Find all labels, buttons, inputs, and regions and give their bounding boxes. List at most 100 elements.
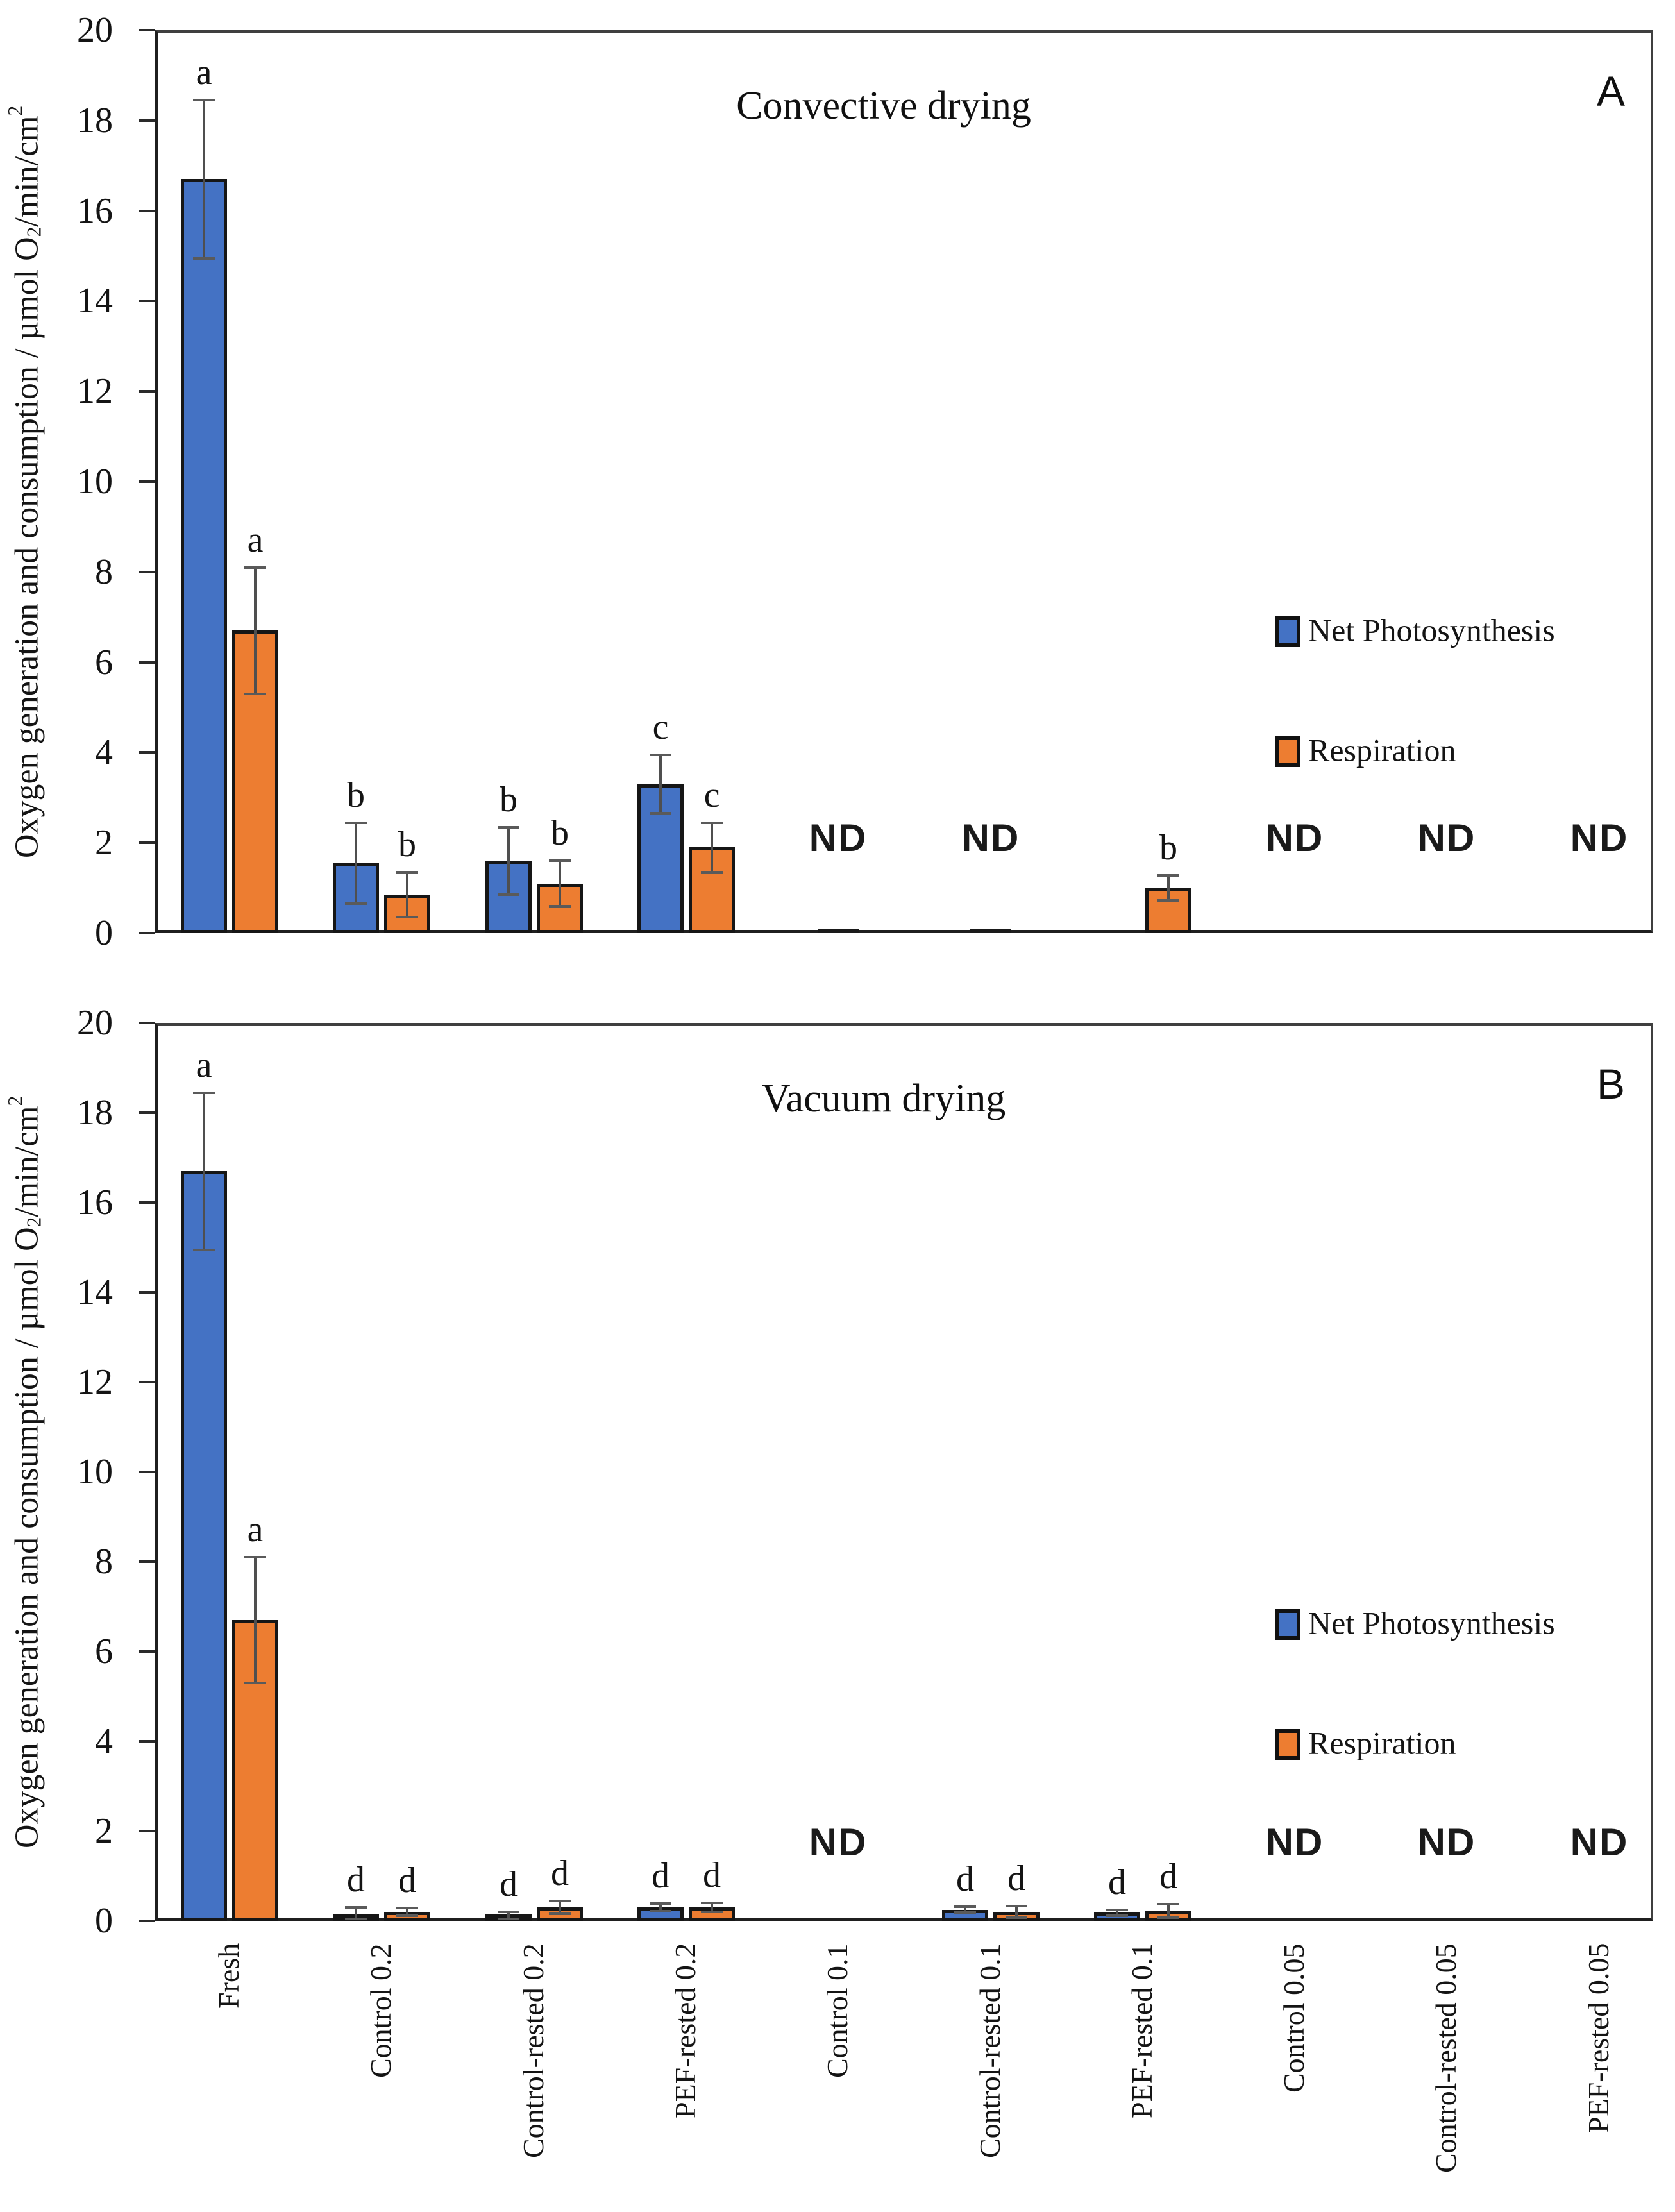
near-zero-bar-mark xyxy=(970,929,1011,933)
error-bar-line xyxy=(203,100,205,258)
error-bar-cap-top xyxy=(345,1906,367,1909)
error-bar-cap-top xyxy=(193,99,215,101)
error-bar-line xyxy=(406,872,408,917)
error-bar-cap-top xyxy=(701,822,723,824)
y-axis-title-part: /min/cm xyxy=(8,1106,46,1217)
error-bar-line xyxy=(406,1908,408,1915)
nd-label: ND xyxy=(1265,816,1324,859)
panel-title: Convective drying xyxy=(736,84,1031,128)
y-tick-label: 18 xyxy=(77,101,113,140)
y-tick-label: 10 xyxy=(77,1452,113,1492)
error-bar-cap-top xyxy=(549,1900,571,1902)
error-bar-cap-bottom xyxy=(345,902,367,905)
error-bar-line xyxy=(507,1912,510,1919)
x-axis-label: Control 0.2 xyxy=(364,1943,397,2078)
error-bar-cap-top xyxy=(244,566,266,569)
y-tick-label: 8 xyxy=(95,1542,113,1582)
significance-letter: b xyxy=(1159,828,1177,868)
y-tick-label: 16 xyxy=(77,1183,113,1222)
y-axis-tick xyxy=(139,571,155,573)
error-bar-cap-bottom xyxy=(244,693,266,695)
y-tick-label: 16 xyxy=(77,191,113,231)
significance-letter: d xyxy=(703,1855,721,1895)
error-bar-cap-top xyxy=(498,1911,519,1913)
y-tick-label: 0 xyxy=(95,1901,113,1941)
legend-swatch-icon xyxy=(1275,736,1300,767)
significance-letter: d xyxy=(652,1856,669,1896)
y-axis-tick xyxy=(139,119,155,122)
error-bar-line xyxy=(1015,1906,1018,1918)
y-tick-label: 8 xyxy=(95,552,113,592)
significance-letter: d xyxy=(398,1861,416,1900)
significance-letter: b xyxy=(551,813,569,853)
significance-letter: a xyxy=(247,520,264,560)
y-axis-title-part: Oxygen generation and consumption / µmol… xyxy=(8,1226,46,1848)
y-tick-label: 4 xyxy=(95,732,113,772)
error-bar-cap-bottom xyxy=(954,1911,976,1914)
error-bar-cap-bottom xyxy=(396,916,418,918)
y-axis-tick xyxy=(139,1291,155,1294)
error-bar-cap-bottom xyxy=(549,905,571,908)
panel-label-A: A xyxy=(1596,67,1626,115)
legend-swatch-icon xyxy=(1275,1609,1300,1640)
error-bar-line xyxy=(1167,875,1170,900)
y-axis-title-part: Oxygen generation and consumption / µmol… xyxy=(8,236,46,858)
legend-swatch-icon xyxy=(1275,616,1300,647)
y-tick-label: 0 xyxy=(95,913,113,953)
nd-label: ND xyxy=(1417,1821,1476,1864)
error-bar-line xyxy=(964,1907,966,1912)
y-axis-tick xyxy=(139,29,155,31)
y-tick-label: 2 xyxy=(95,823,113,863)
legend-item-respiration: Respiration xyxy=(1275,726,1634,777)
x-axis-label: PEF-rested 0.2 xyxy=(669,1943,702,2119)
y-tick-label: 4 xyxy=(95,1721,113,1761)
bar-respiration xyxy=(232,1620,278,1921)
error-bar-cap-bottom xyxy=(193,257,215,260)
panel-label-B: B xyxy=(1596,1060,1626,1108)
significance-letter: a xyxy=(196,1045,212,1085)
significance-letter: d xyxy=(1108,1862,1126,1902)
y-axis-title-part: 2 xyxy=(4,1095,26,1106)
y-axis-title: Oxygen generation and consumption / µmol… xyxy=(4,1023,62,1921)
error-bar-cap-bottom xyxy=(650,812,671,815)
legend-label: Net Photosynthesis xyxy=(1308,612,1555,648)
significance-letter: d xyxy=(500,1864,518,1904)
significance-letter: d xyxy=(956,1859,974,1899)
y-tick-label: 12 xyxy=(77,1362,113,1402)
significance-letter: c xyxy=(703,775,720,815)
error-bar-cap-bottom xyxy=(244,1682,266,1684)
error-bar-line xyxy=(559,1901,561,1914)
y-axis-tick xyxy=(139,1201,155,1204)
x-axis-label: PEF-rested 0.1 xyxy=(1125,1943,1158,2119)
significance-letter: d xyxy=(551,1853,569,1893)
y-tick-label: 20 xyxy=(77,1003,113,1043)
y-axis-tick xyxy=(139,1381,155,1383)
legend-item-respiration: Respiration xyxy=(1275,1719,1634,1770)
nd-label: ND xyxy=(961,816,1020,859)
error-bar-cap-bottom xyxy=(345,1918,367,1920)
error-bar-line xyxy=(254,568,257,694)
error-bar-cap-bottom xyxy=(701,1911,723,1913)
y-tick-label: 6 xyxy=(95,1632,113,1671)
error-bar-cap-top xyxy=(193,1092,215,1094)
y-axis-tick xyxy=(139,300,155,302)
plot-area xyxy=(155,30,1653,933)
y-tick-label: 2 xyxy=(95,1811,113,1851)
y-axis-tick xyxy=(139,480,155,483)
significance-letter: c xyxy=(652,707,669,747)
y-tick-label: 12 xyxy=(77,371,113,411)
error-bar-cap-top xyxy=(650,1902,671,1905)
error-bar-cap-top xyxy=(244,1556,266,1558)
nd-label: ND xyxy=(1570,1821,1629,1864)
error-bar-cap-top xyxy=(1157,1903,1179,1905)
x-axis-label: Control-rested 0.05 xyxy=(1429,1943,1462,2173)
y-axis-tick xyxy=(139,1471,155,1473)
bar-net-photosynthesis xyxy=(181,179,227,933)
error-bar-cap-bottom xyxy=(1157,1916,1179,1919)
panel-title: Vacuum drying xyxy=(761,1077,1006,1120)
error-bar-cap-top xyxy=(345,822,367,824)
error-bar-cap-bottom xyxy=(396,1914,418,1917)
error-bar-cap-bottom xyxy=(1106,1914,1128,1917)
x-axis-label: Control 0.1 xyxy=(821,1943,854,2078)
error-bar-cap-top xyxy=(498,826,519,829)
